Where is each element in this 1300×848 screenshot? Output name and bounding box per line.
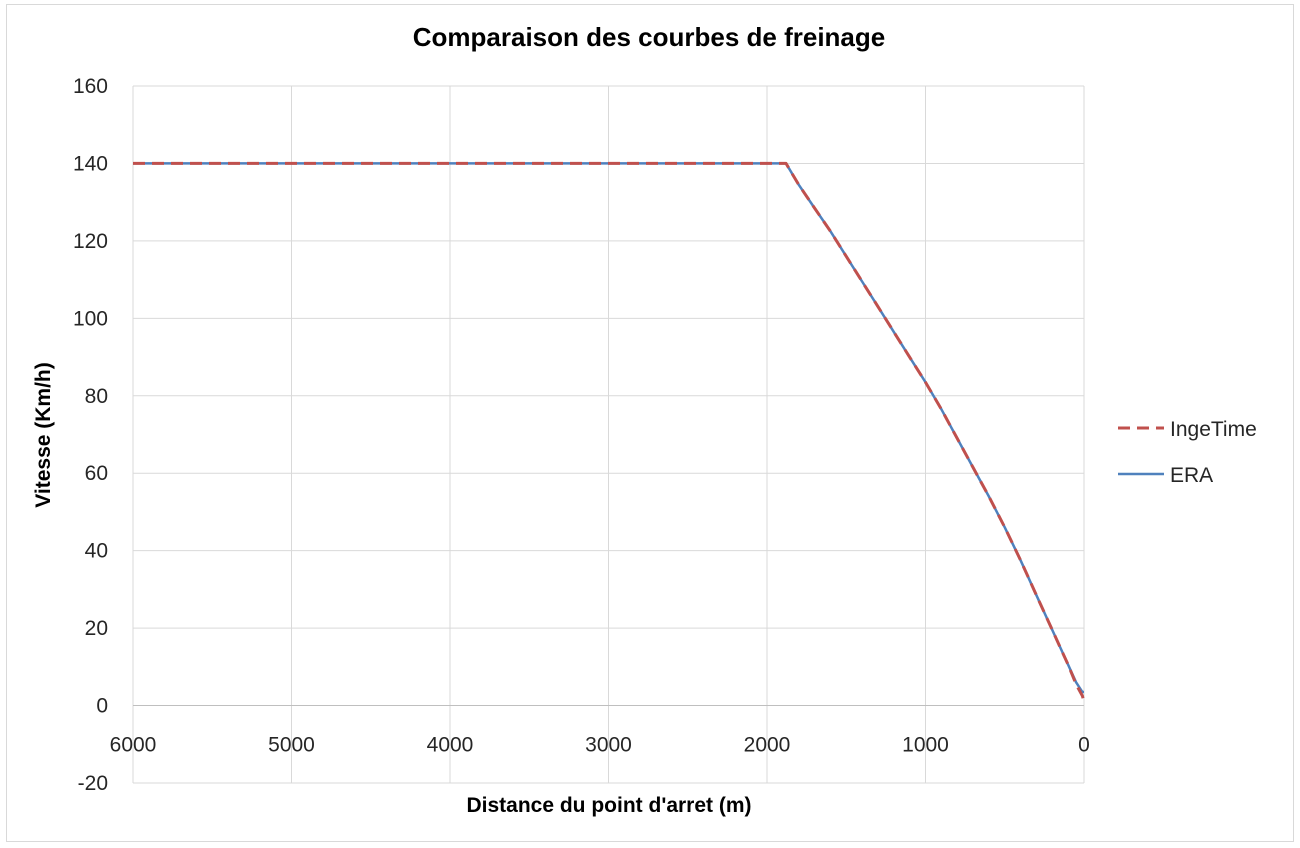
x-tick-label: 3000 <box>585 734 632 757</box>
y-tick-label: 160 <box>73 75 108 98</box>
legend-label-ingetime: IngeTime <box>1170 418 1257 441</box>
x-tick-label: 4000 <box>427 734 474 757</box>
gridlines <box>132 85 1085 784</box>
y-tick-label: 80 <box>85 385 108 408</box>
y-tick-label: 120 <box>73 230 108 253</box>
x-axis-label: Distance du point d'arret (m) <box>466 794 751 817</box>
x-tick-label: 1000 <box>902 734 949 757</box>
y-tick-label: 20 <box>85 617 108 640</box>
y-tick-label: 140 <box>73 152 108 175</box>
x-tick-label: 2000 <box>744 734 791 757</box>
x-tick-label: 6000 <box>110 734 157 757</box>
x-tick-label: 0 <box>1078 734 1090 757</box>
legend: IngeTime ERA <box>1118 418 1257 487</box>
y-tick-labels: 160 140 120 100 80 60 40 20 0 -20 <box>73 75 108 795</box>
series-lines <box>133 161 1086 703</box>
y-tick-label: 100 <box>73 307 108 330</box>
x-tick-label: 5000 <box>268 734 315 757</box>
series-line-ingetime <box>133 161 1086 703</box>
y-tick-label: 60 <box>85 462 108 485</box>
chart-frame <box>6 4 1294 842</box>
chart-title: Comparaison des courbes de freinage <box>413 22 885 52</box>
y-tick-label: 40 <box>85 540 108 563</box>
y-axis-label: Vitesse (Km/h) <box>32 362 55 508</box>
y-tick-label: 0 <box>96 695 108 718</box>
y-tick-label: -20 <box>78 772 108 795</box>
x-tick-labels: 6000 5000 4000 3000 2000 1000 0 <box>110 734 1090 757</box>
legend-label-era: ERA <box>1170 464 1213 487</box>
